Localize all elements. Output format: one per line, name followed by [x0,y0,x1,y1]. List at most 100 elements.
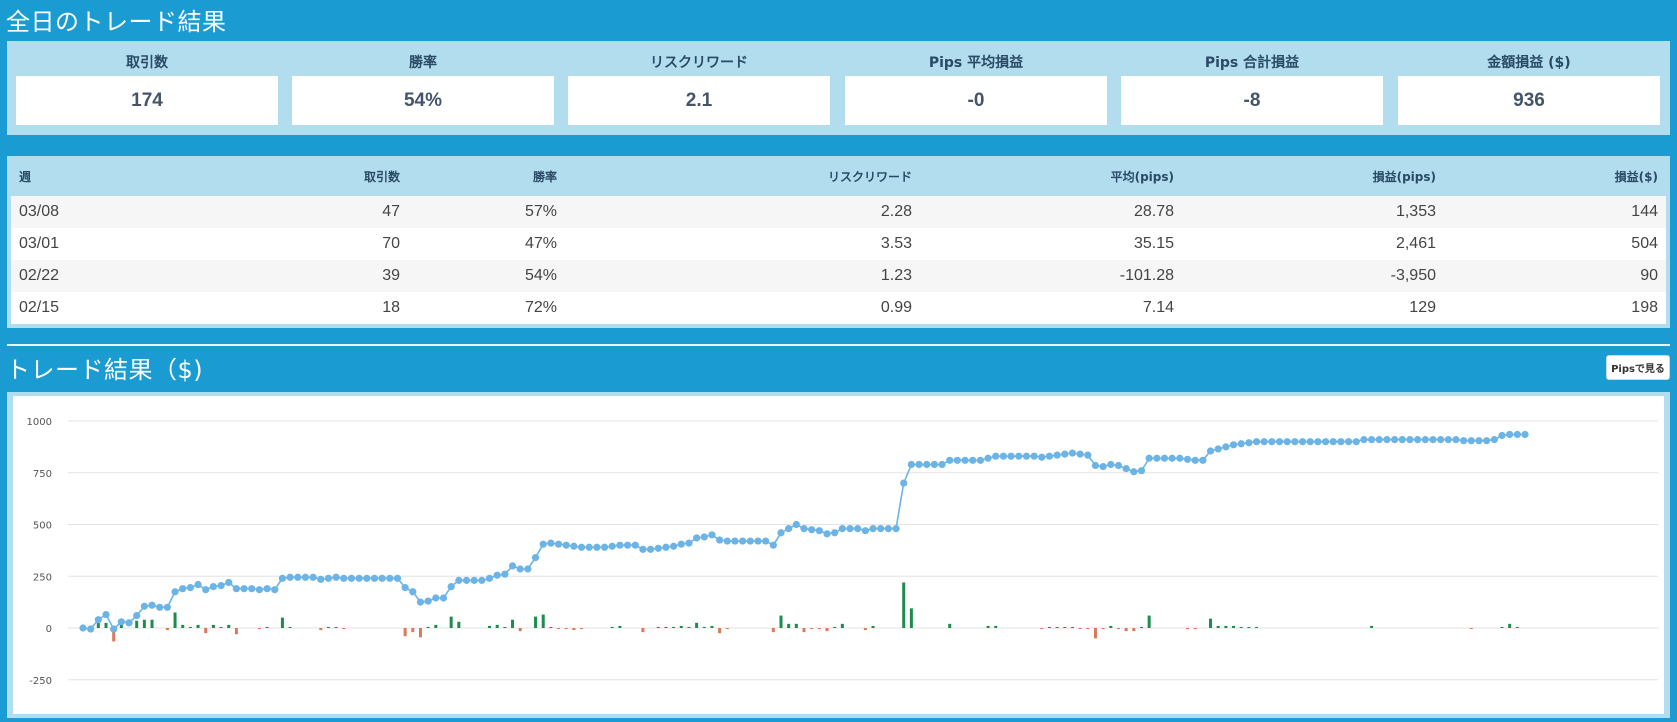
bar [725,628,729,630]
data-point [125,619,133,627]
data-point [393,574,402,582]
data-point [102,610,110,619]
header-risk-reward[interactable]: リスクリワード [827,169,912,184]
bar [702,626,706,628]
data-point [1506,430,1514,439]
data-point [370,574,379,582]
data-point [409,588,417,596]
data-point [1321,438,1330,446]
bar [1255,626,1259,628]
bar [1070,626,1074,628]
data-point [324,574,333,582]
data-point [639,545,647,553]
bar [580,628,584,630]
bar [541,614,545,628]
bar [188,626,192,628]
cell-week: 03/01 [11,228,81,260]
bar [173,612,177,628]
data-point [1444,436,1452,444]
data-point [616,541,624,549]
header-profit-dollars[interactable]: 損益($) [1614,169,1658,184]
bar [257,628,261,630]
data-point [209,583,217,591]
data-point [1130,468,1138,476]
data-point [110,625,118,633]
data-point [670,542,678,550]
bar [1370,625,1374,628]
cell-profit-pips: 2,461 [1182,228,1444,260]
data-point [1084,451,1092,459]
data-point [163,603,171,611]
data-point [1038,453,1046,461]
data-point [838,525,846,533]
bar [1216,625,1220,628]
data-point [1245,439,1253,447]
bar [265,626,269,628]
data-point [179,585,187,593]
cell-profit-pips: 129 [1182,292,1444,324]
bar [1109,625,1113,628]
data-point [1291,438,1299,446]
bar [1193,628,1197,630]
bar [948,623,952,628]
data-point [900,479,908,487]
metric-value: 54% [292,76,554,125]
cell-trade-count: 70 [81,228,408,260]
trade-results-chart: 1000 750 500 250 0 -250 [27,417,1658,687]
weekly-results-panel: 週 取引数 勝率 リスクリワード 平均(pips) 損益(pips) 損益($)… [7,156,1670,328]
cell-week: 03/08 [11,196,81,228]
data-point [439,594,448,602]
header-average-pips[interactable]: 平均(pips) [1110,169,1174,184]
data-point [623,541,632,549]
bar [1500,626,1504,628]
data-point [1214,445,1222,453]
bar [150,619,154,628]
data-point [1099,462,1107,471]
data-point [1490,436,1498,444]
bar [495,624,499,628]
cell-trade-count: 18 [81,292,408,324]
data-point [1298,438,1307,446]
data-point [593,543,601,551]
bar [833,626,837,628]
header-win-rate[interactable]: 勝率 [532,169,557,184]
header-week[interactable]: 週 [19,169,32,184]
bar [1132,628,1136,632]
cell-average-pips: -101.28 [920,260,1182,292]
bar [319,628,323,631]
chart-title: トレード結果（$) [6,356,204,384]
weekly-results-table: 週 取引数 勝率 リスクリワード 平均(pips) 損益(pips) 損益($)… [11,156,1666,324]
header-trade-count[interactable]: 取引数 [363,169,400,184]
data-point [792,520,800,529]
data-point [946,456,954,464]
data-point [577,543,586,551]
metric-value: -8 [1121,76,1383,125]
data-point [631,541,639,549]
cell-trade-count: 47 [81,196,408,228]
data-point [861,527,869,535]
data-point [1015,452,1023,460]
header-profit-pips[interactable]: 損益(pips) [1372,169,1436,184]
data-point [961,456,969,464]
bar [488,625,492,628]
bar [135,620,139,628]
bar [1116,628,1120,630]
cell-average-pips: 7.14 [920,292,1182,324]
view-pips-button[interactable]: Pipsで見る [1606,355,1670,380]
bar [1124,628,1128,632]
y-tick-label: 750 [33,469,52,480]
bar [779,615,783,628]
data-point [984,454,992,462]
data-point [1122,465,1130,473]
data-point [600,543,609,551]
data-point [1467,437,1475,445]
bar [1093,628,1097,639]
data-point [854,525,862,533]
data-point [217,581,225,590]
bar [1055,626,1059,628]
bar [572,628,576,631]
bar [1239,626,1243,628]
data-point [186,584,194,592]
data-point [1022,452,1031,460]
bar [1078,628,1082,630]
